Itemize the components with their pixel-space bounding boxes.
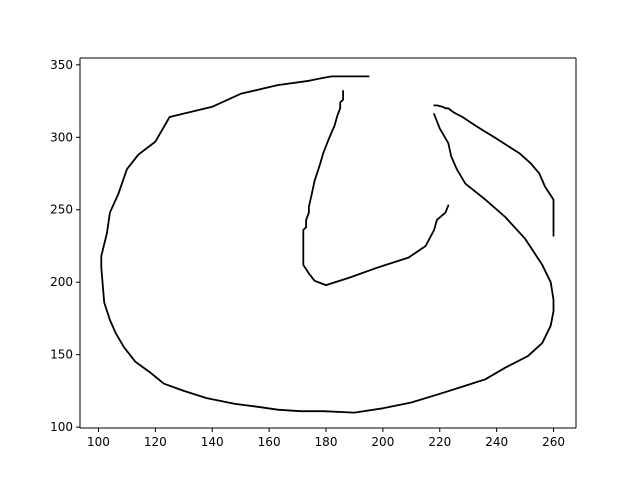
x-tick-label: 160 [258,435,281,449]
x-tick-label: 240 [485,435,508,449]
series-right-arc [433,104,555,237]
y-tick-label: 150 [50,348,73,362]
x-tick-label: 140 [201,435,224,449]
y-tick-label: 100 [50,420,73,434]
x-tick-label: 120 [144,435,167,449]
series-outer-loop [100,75,555,414]
axes-layer [79,57,577,429]
y-tick-label: 250 [50,203,73,217]
x-tick-label: 220 [428,435,451,449]
plot-area [80,58,576,428]
x-tick-label: 100 [87,435,110,449]
y-tick-label: 200 [50,275,73,289]
y-tick-label: 350 [50,58,73,72]
y-tick-label: 300 [50,130,73,144]
x-tick-label: 180 [315,435,338,449]
x-tick-label: 200 [371,435,394,449]
series-layer [100,75,555,414]
series-long-hand [302,90,450,287]
ticks-layer: 100 120 140 160 180 200 220 240 260 100 150 200 250 3… [50,58,565,449]
x-tick-label: 260 [542,435,565,449]
